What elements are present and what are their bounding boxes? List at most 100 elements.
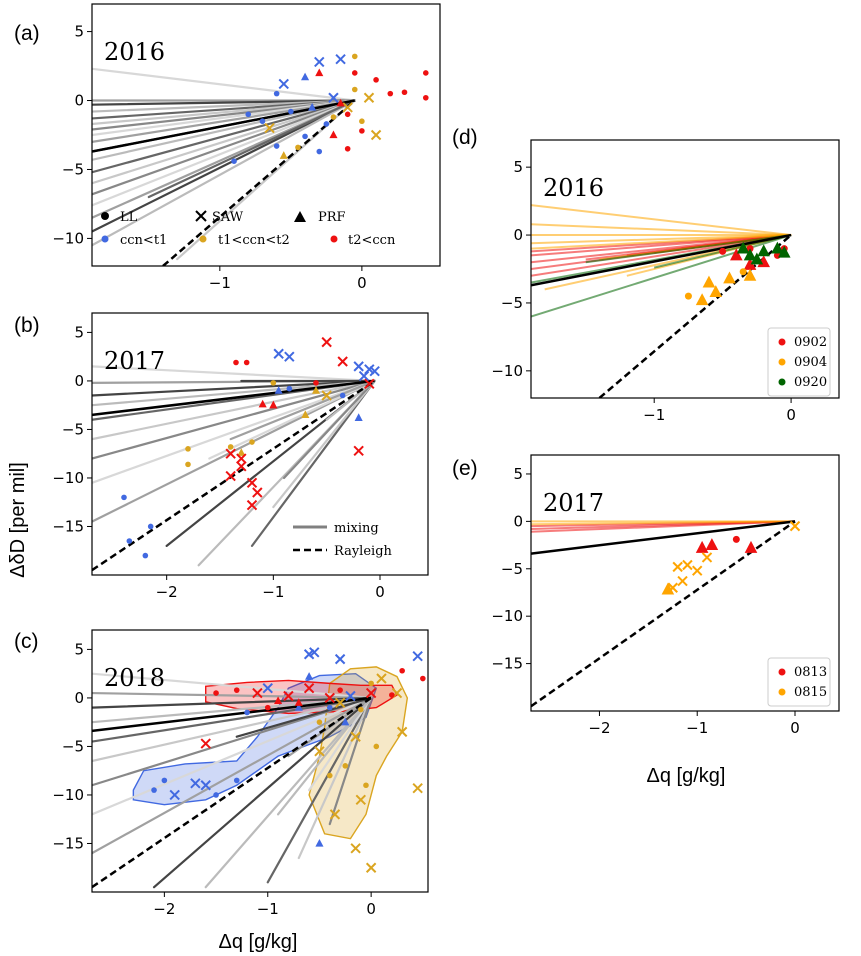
mixing-line <box>276 696 373 816</box>
legend-label-0902: 0902 <box>794 335 827 350</box>
data-point-cross <box>324 692 335 704</box>
data-point-circle <box>151 787 157 793</box>
mixing-line <box>147 99 356 199</box>
y-tick-label: 0 <box>513 226 523 244</box>
data-point-cross <box>667 582 678 593</box>
data-point-triangle <box>354 413 363 421</box>
data-point-triangle <box>311 386 321 394</box>
panel-title-b: 2017 <box>104 347 165 375</box>
data-point-circle <box>422 94 429 101</box>
data-point-cross <box>284 351 295 362</box>
cross-stroke <box>345 690 356 702</box>
y-tick-label: −15 <box>52 834 84 852</box>
data-point-cross <box>350 731 361 742</box>
data-point-circle <box>344 145 351 152</box>
data-point-circle <box>739 268 747 276</box>
data-point-triangle <box>723 271 736 284</box>
legend-label-rayleigh: Rayleigh <box>334 544 393 559</box>
cross-stroke <box>363 92 375 103</box>
cross-stroke <box>225 448 236 459</box>
data-point-circle <box>286 385 293 392</box>
data-point-triangle <box>702 275 716 288</box>
legend-d: 0902 0904 0920 <box>767 327 831 397</box>
data-point-triangle <box>336 98 345 107</box>
legend-marker-t2-ccn <box>330 235 338 243</box>
mixing-line <box>266 696 373 884</box>
data-point-circle <box>231 158 237 164</box>
cross-stroke <box>337 356 348 367</box>
cross-stroke <box>321 336 332 348</box>
mixing-line <box>92 696 373 855</box>
legend-marker-0813 <box>778 668 786 676</box>
data-point-circle <box>147 523 154 530</box>
mixing-line-0902 <box>531 234 792 277</box>
data-point-cross <box>682 559 693 571</box>
cross-stroke <box>365 687 377 699</box>
data-point-circle <box>373 77 379 83</box>
cross-stroke <box>353 361 364 372</box>
panel-title-c: 2018 <box>104 664 165 692</box>
y-tick-label: 5 <box>74 23 84 41</box>
cross-stroke <box>672 561 683 573</box>
data-point-cross <box>701 552 713 563</box>
data-point-triangle <box>274 696 283 704</box>
mixing-line <box>92 99 356 113</box>
data-point-circle <box>244 709 250 716</box>
data-point-circle <box>359 128 365 134</box>
data-point-circle <box>359 118 365 125</box>
data-point-cross <box>314 746 325 757</box>
legend-label-prf: PRF <box>318 210 346 225</box>
mixing-line <box>92 99 356 196</box>
y-tick-label: 5 <box>74 640 84 658</box>
data-point-cross <box>355 794 367 806</box>
data-point-circle <box>326 704 333 711</box>
cross-stroke <box>692 565 703 576</box>
data-point-circle <box>351 53 358 60</box>
plot-area-e <box>531 520 801 708</box>
data-point-cross <box>692 565 703 576</box>
x-tick-label: −1 <box>686 719 708 737</box>
mixing-line <box>92 696 373 724</box>
cross-stroke <box>225 470 236 482</box>
data-point-circle <box>344 111 351 118</box>
data-point-circle <box>233 359 239 366</box>
data-point-circle <box>264 704 271 711</box>
panel-label-a: (a) <box>14 22 40 45</box>
cross-stroke <box>190 778 201 789</box>
mixing-line <box>92 99 356 247</box>
data-point-cross <box>334 697 346 708</box>
cross-stroke <box>789 520 801 532</box>
data-point-triangle <box>695 540 709 553</box>
mixing-line <box>208 379 376 460</box>
data-point-circle <box>420 675 426 682</box>
data-point-cross <box>321 336 332 348</box>
cross-stroke <box>328 92 339 103</box>
legend-label-0904: 0904 <box>794 355 827 370</box>
mixing-line <box>297 696 373 860</box>
y-tick-label: −10 <box>52 786 84 804</box>
data-point-triangle <box>730 248 743 261</box>
data-point-circle <box>233 687 240 693</box>
data-point-cross <box>262 683 273 694</box>
data-point-circle <box>351 86 358 93</box>
plot-area-a <box>92 53 429 266</box>
data-point-circle <box>259 118 266 125</box>
cross-stroke <box>324 692 335 704</box>
data-point-circle <box>245 111 252 118</box>
mixing-line-0904 <box>531 223 792 237</box>
legend-marker-0902 <box>778 338 786 346</box>
cross-stroke <box>350 843 361 854</box>
data-point-triangle <box>341 717 350 726</box>
data-point-circle <box>185 446 191 452</box>
data-point-cross <box>236 461 247 472</box>
data-point-triangle <box>743 257 757 270</box>
panel-title-e: 2017 <box>543 489 604 517</box>
data-point-cross <box>328 92 339 103</box>
cross-stroke <box>412 650 423 662</box>
data-point-circle <box>358 706 364 713</box>
data-point-triangle <box>274 386 283 394</box>
y-tick-label: −10 <box>52 229 84 247</box>
data-point-circle <box>387 90 394 97</box>
